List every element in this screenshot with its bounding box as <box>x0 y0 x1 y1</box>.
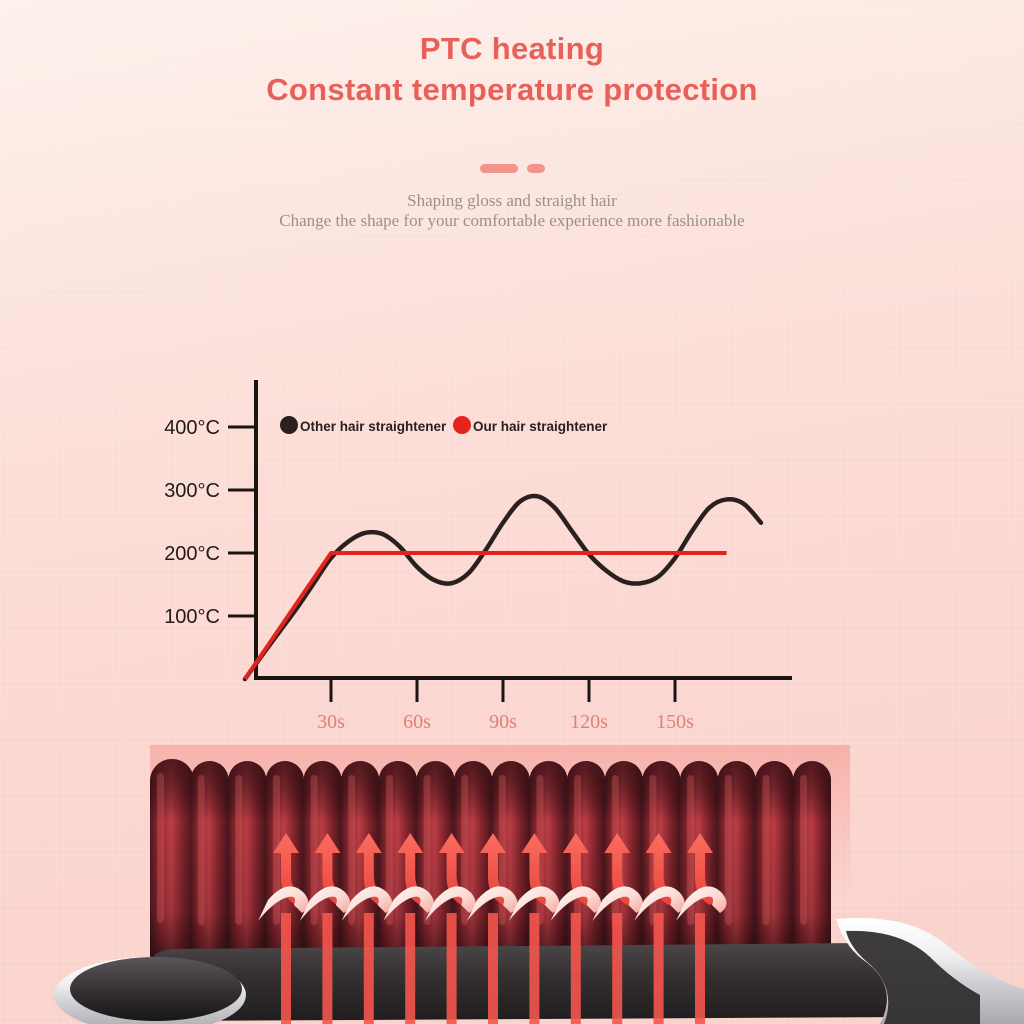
series-line-other-hair-straightener <box>242 493 764 682</box>
heat-arrow-tail <box>281 913 291 1024</box>
heat-arrow-tail <box>570 913 581 1024</box>
y-axis-ticks <box>228 425 256 618</box>
heat-arrow-up <box>480 833 515 905</box>
heat-arrow-tail <box>405 913 416 1024</box>
heat-arrow-up <box>397 833 433 905</box>
divider-dash-long <box>479 163 518 173</box>
heat-arrow-tail <box>653 913 664 1024</box>
x-axis-tick-labels: 30s 60s 90s 120s 150s <box>317 711 694 733</box>
hair-strand <box>425 886 476 921</box>
left-plate-face <box>70 957 242 1021</box>
hair-strand <box>550 886 602 921</box>
heat-arrow-up <box>604 833 640 905</box>
legend-marker-other <box>280 416 298 434</box>
heat-arrow-up <box>273 833 308 905</box>
hair-strands-group <box>258 886 727 921</box>
series-line-our-hair-straightener <box>243 551 727 681</box>
comb-tooth <box>416 761 455 979</box>
handle-inner-shadow <box>846 930 980 1024</box>
heat-arrow-tail <box>529 913 540 1024</box>
comb-tooth <box>755 761 794 979</box>
hair-strand <box>341 886 393 921</box>
hair-strand <box>508 886 560 921</box>
hair-strand <box>467 886 518 921</box>
x-tick-label-150s: 150s <box>656 711 694 733</box>
y-tick-label-200: 200°C <box>164 543 220 565</box>
comb-tooth <box>454 761 493 979</box>
legend-label-ours: Our hair straightener <box>473 419 608 434</box>
product-illustration <box>54 745 1024 1024</box>
legend-marker-ours <box>453 416 471 434</box>
heat-arrow-tail <box>488 913 498 1024</box>
comb-tooth <box>793 761 831 979</box>
chart-axes <box>254 380 792 680</box>
heat-arrows-group <box>273 833 722 1024</box>
comb-teeth-group <box>150 759 831 979</box>
comb-tooth <box>150 759 194 977</box>
heat-arrow-tail <box>363 913 374 1024</box>
heat-arrow-up <box>687 833 722 905</box>
heat-arrow-tail <box>695 913 705 1024</box>
hair-strand <box>258 886 309 921</box>
legend-label-other: Other hair straightener <box>300 419 447 434</box>
y-tick-label-400: 400°C <box>164 417 220 439</box>
heat-arrow-up <box>562 833 598 905</box>
heat-arrow-tail <box>322 913 333 1024</box>
x-tick-label-90s: 90s <box>489 711 517 733</box>
hair-strand <box>383 886 434 921</box>
y-tick-label-300: 300°C <box>164 480 220 502</box>
heat-arrow-tail <box>446 913 457 1024</box>
y-axis-tick-labels: 100°C 200°C 300°C 400°C <box>164 417 220 628</box>
heat-arrow-up <box>438 833 474 905</box>
heat-arrow-up <box>314 833 350 905</box>
hair-strand <box>634 886 685 921</box>
x-tick-label-120s: 120s <box>570 711 608 733</box>
comb-tooth <box>491 761 530 979</box>
page-title-line1: PTC heating <box>419 31 605 66</box>
heat-arrow-up <box>645 833 681 905</box>
heat-arrow-tail <box>612 913 623 1024</box>
hair-strand <box>592 886 643 921</box>
heat-arrow-up <box>521 833 557 905</box>
heat-arrow-up <box>355 833 391 905</box>
subtitle-line1: Shaping gloss and straight hair <box>407 191 617 210</box>
comb-tooth <box>190 761 229 979</box>
x-tick-label-60s: 60s <box>403 711 431 733</box>
comb-tooth <box>228 761 267 979</box>
x-axis-ticks <box>329 678 677 702</box>
comb-tooth <box>717 761 756 979</box>
y-tick-label-100: 100°C <box>164 606 220 628</box>
hair-strand <box>299 886 351 921</box>
hair-strand <box>676 886 727 921</box>
product-image <box>0 745 1024 1024</box>
x-tick-label-30s: 30s <box>317 711 345 733</box>
decorative-divider <box>0 163 1024 173</box>
divider-dash-short <box>526 163 545 173</box>
chart-legend: Other hair straightener Our hair straight… <box>280 416 608 434</box>
subtitle-line2: Change the shape for your comfortable ex… <box>279 211 745 230</box>
page-title-line2: Constant temperature protection <box>266 72 758 107</box>
